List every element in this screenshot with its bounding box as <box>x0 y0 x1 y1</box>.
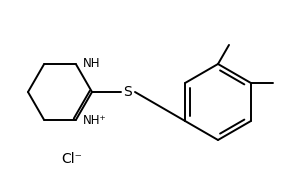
Text: Cl⁻: Cl⁻ <box>62 152 83 166</box>
Text: S: S <box>124 85 132 99</box>
Text: NH⁺: NH⁺ <box>83 114 106 127</box>
Text: NH: NH <box>83 57 100 70</box>
